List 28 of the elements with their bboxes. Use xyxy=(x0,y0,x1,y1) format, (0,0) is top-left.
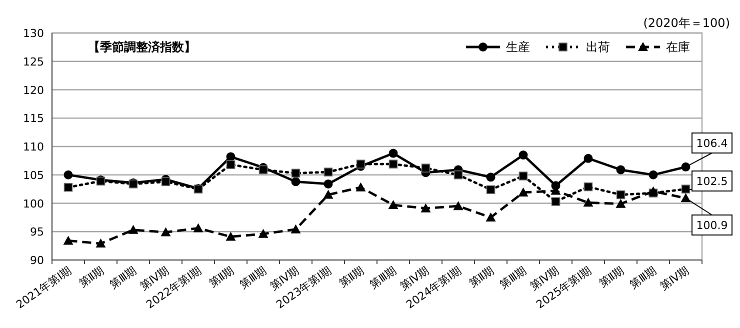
y-tick-label: 95 xyxy=(30,226,44,239)
x-tick-label: 第Ⅱ期 xyxy=(336,264,366,290)
y-tick-label: 115 xyxy=(23,112,44,126)
y-tick-label: 110 xyxy=(23,140,44,154)
legend-label: 生産 xyxy=(506,40,530,54)
x-tick-label: 第Ⅲ期 xyxy=(237,264,269,292)
x-tick-label: 第Ⅲ期 xyxy=(367,264,399,292)
data-label: 102.5 xyxy=(696,175,728,188)
y-tick-label: 120 xyxy=(23,84,44,97)
x-tick-label: 第Ⅲ期 xyxy=(497,264,529,292)
data-label: 106.4 xyxy=(696,137,728,150)
y-tick-label: 125 xyxy=(23,55,44,68)
y-tick-label: 90 xyxy=(30,254,44,267)
y-tick-label: 130 xyxy=(23,27,44,40)
x-tick-label: 第Ⅱ期 xyxy=(466,264,496,290)
legend-label: 出荷 xyxy=(586,40,610,54)
data-label: 100.9 xyxy=(696,219,728,232)
x-tick-label: 第Ⅲ期 xyxy=(627,264,659,292)
annotation: 【季節調整済指数】 xyxy=(88,40,196,54)
x-tick-label: 第Ⅱ期 xyxy=(596,264,626,290)
x-tick-label: 第Ⅳ期 xyxy=(658,264,692,293)
x-tick-label: 第Ⅱ期 xyxy=(206,264,236,290)
y-tick-label: 105 xyxy=(23,168,44,182)
x-tick-label: 第Ⅱ期 xyxy=(76,264,106,290)
text: (2020年＝100) xyxy=(643,16,730,30)
legend-label: 在庫 xyxy=(666,40,690,54)
x-tick-label: 第Ⅲ期 xyxy=(107,264,139,292)
y-tick-label: 100 xyxy=(23,197,44,210)
